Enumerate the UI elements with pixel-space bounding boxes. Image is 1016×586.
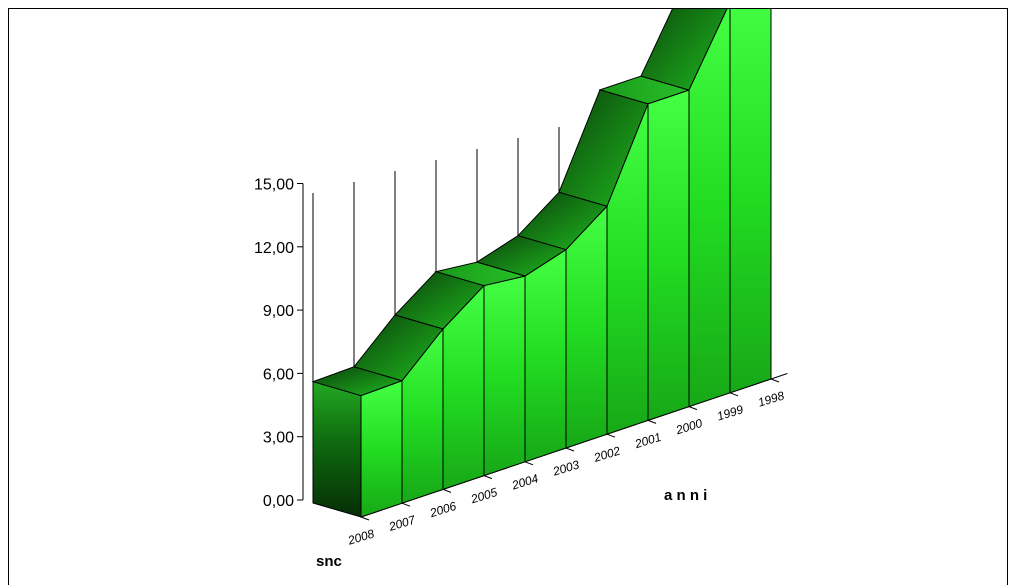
x-tick [360,516,370,521]
x-tick-label: 2000 [673,416,704,438]
x-tick [647,419,657,424]
series-name-label: snc [316,553,342,570]
chart: a n n i snc 0,00 3,00 6,00 9,00 12,00 15,00 20… [254,9,788,570]
front-face [688,9,731,408]
x-tick-label: 2003 [550,457,581,479]
front-face [524,248,567,463]
y-tick-label: 0,00 [263,493,294,510]
front-face [360,380,403,518]
y-tick-label: 12,00 [254,240,294,257]
x-tick-label: 2001 [632,430,663,451]
x-tick [565,447,575,452]
y-tick-label: 3,00 [263,430,294,447]
x-tick [606,433,616,438]
x-tick-label: 2007 [386,512,418,534]
x-axis-title: a n n i [664,487,707,504]
area-surface [311,9,772,518]
side-face [312,381,362,518]
x-tick-label: 2004 [509,471,540,493]
y-tick-label: 6,00 [263,366,294,383]
x-tick-label: 2008 [345,526,376,548]
front-face [729,9,772,394]
x-tick [688,406,698,411]
y-tick-label: 15,00 [254,177,294,194]
x-tick [401,502,411,507]
x-tick-label: 2002 [591,444,622,466]
x-tick [524,461,534,466]
front-face [565,205,608,449]
y-tick-label: 9,00 [263,303,294,320]
x-tick [483,475,493,480]
x-tick-label: 2005 [468,485,499,507]
x-tick [442,488,452,493]
x-tick [770,378,780,383]
x-tick-label: 2006 [427,499,458,521]
front-face [483,275,526,477]
front-face [647,89,690,422]
chart-frame: a n n i snc 0,00 3,00 6,00 9,00 12,00 15,00 20… [8,8,1008,585]
x-tick-label: 1998 [756,388,786,409]
x-tick [729,392,739,397]
x-tick-label: 1999 [715,402,745,423]
